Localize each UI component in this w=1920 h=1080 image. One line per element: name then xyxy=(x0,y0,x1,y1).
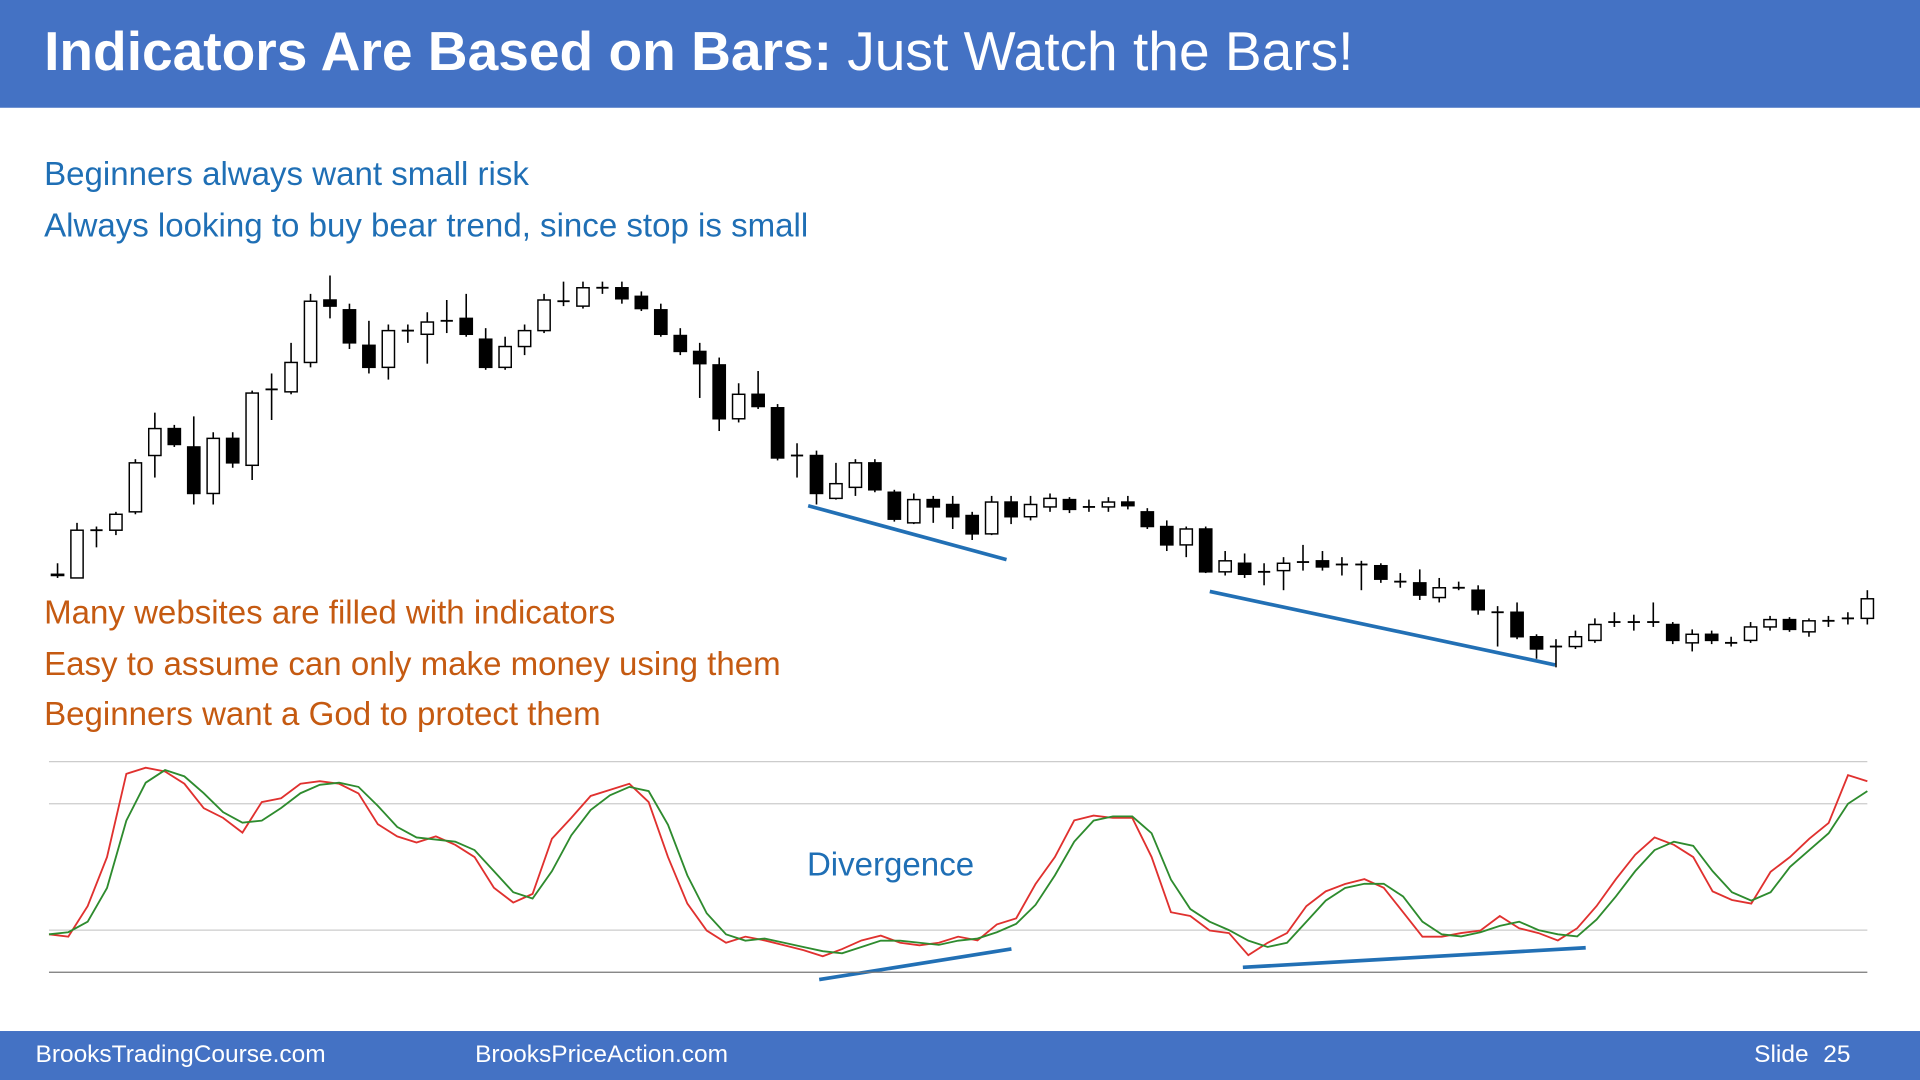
candle-body xyxy=(362,344,376,369)
title-bold: Indicators Are Based on Bars: xyxy=(44,20,832,82)
indicator-line xyxy=(48,769,1868,955)
candle-body xyxy=(1510,611,1524,638)
candle-body xyxy=(1529,636,1544,650)
title-rest: Just Watch the Bars! xyxy=(847,20,1353,82)
annotation: Divergence xyxy=(807,847,974,884)
candle-body xyxy=(284,361,298,393)
candle-body xyxy=(868,462,882,491)
candle-body xyxy=(848,462,863,489)
candle-body xyxy=(634,295,649,310)
candle-body xyxy=(537,299,551,332)
candle-body xyxy=(673,334,688,353)
candle-body xyxy=(342,309,357,344)
candle-body xyxy=(1471,589,1486,611)
note: Always looking to buy bear trend, since … xyxy=(44,207,808,244)
note: Beginners want a God to protect them xyxy=(44,696,601,733)
candle-body xyxy=(965,514,980,535)
candle-body xyxy=(1802,620,1816,633)
candle-body xyxy=(70,529,84,579)
trend-line xyxy=(1242,945,1586,970)
candle-body xyxy=(1140,511,1155,528)
candle-body xyxy=(323,299,337,307)
candle-body xyxy=(1237,562,1252,576)
candle-body xyxy=(1588,623,1602,642)
candle-body xyxy=(167,427,182,446)
candle-body xyxy=(984,501,999,535)
candle-body xyxy=(615,287,629,300)
note: Many websites are filled with indicators xyxy=(44,594,615,631)
candle-body xyxy=(906,498,921,524)
candle-body xyxy=(50,573,65,577)
candle-body xyxy=(245,392,260,467)
candle-body xyxy=(1101,501,1116,508)
footer-center: BrooksPriceAction.com xyxy=(475,1041,728,1068)
trend-line xyxy=(818,947,1012,982)
candle-body xyxy=(1665,623,1680,642)
candle-body xyxy=(751,393,765,408)
candle-body xyxy=(887,491,902,520)
candle-body xyxy=(1763,618,1777,628)
candle-body xyxy=(1743,626,1758,642)
candle-body xyxy=(1121,501,1135,507)
candle-body xyxy=(1218,560,1233,573)
candle-body xyxy=(1315,560,1330,568)
footer-bar xyxy=(0,1031,1920,1080)
candle-body xyxy=(128,462,143,513)
slide-label: Slide xyxy=(1754,1041,1808,1068)
candle-body xyxy=(770,407,785,459)
candle-body xyxy=(1062,498,1077,511)
candle-body xyxy=(1179,528,1194,546)
candle-body xyxy=(147,427,162,457)
candle-body xyxy=(809,454,824,495)
trend-line xyxy=(807,503,1008,562)
slide-number: 25 xyxy=(1823,1041,1850,1068)
candle-body xyxy=(926,498,941,508)
note: Beginners always want small risk xyxy=(44,156,529,193)
candle-body xyxy=(829,482,843,500)
candle-body xyxy=(712,364,727,420)
candle-body xyxy=(478,338,493,369)
candle-body xyxy=(1860,598,1875,620)
candle-body xyxy=(517,329,532,348)
candle-body xyxy=(1412,582,1427,596)
candle-body xyxy=(1198,528,1213,573)
candle-body xyxy=(498,345,512,369)
candle-body xyxy=(381,329,396,369)
candle-body xyxy=(731,393,746,420)
candle-body xyxy=(945,503,960,518)
candle-body xyxy=(1373,564,1388,580)
candle-body xyxy=(1043,497,1057,508)
trend-line xyxy=(1209,589,1556,667)
note: Easy to assume can only make money using… xyxy=(44,646,781,683)
candle-body xyxy=(1432,587,1447,599)
indicator-line xyxy=(48,766,1868,958)
slide-title: Indicators Are Based on Bars: Just Watch… xyxy=(44,20,1353,82)
candle-body xyxy=(1704,633,1719,642)
footer-left: BrooksTradingCourse.com xyxy=(36,1041,326,1068)
candle-body xyxy=(420,321,435,336)
candle-body xyxy=(459,317,474,336)
candle-body xyxy=(225,437,240,464)
candle-body xyxy=(109,513,123,531)
candle-body xyxy=(576,287,590,307)
candle-body xyxy=(1782,618,1797,631)
candle-body xyxy=(1023,503,1038,518)
candle-body xyxy=(653,309,668,336)
candle-body xyxy=(1276,562,1291,572)
candle-body xyxy=(1159,525,1174,546)
candle-body xyxy=(303,300,318,364)
candle-body xyxy=(206,437,221,495)
candle-body xyxy=(1568,636,1583,648)
candle-body xyxy=(1685,633,1700,644)
candle-body xyxy=(692,350,707,365)
candle-body xyxy=(186,446,201,495)
candle-body xyxy=(1004,501,1018,518)
title-bar xyxy=(0,0,1920,108)
